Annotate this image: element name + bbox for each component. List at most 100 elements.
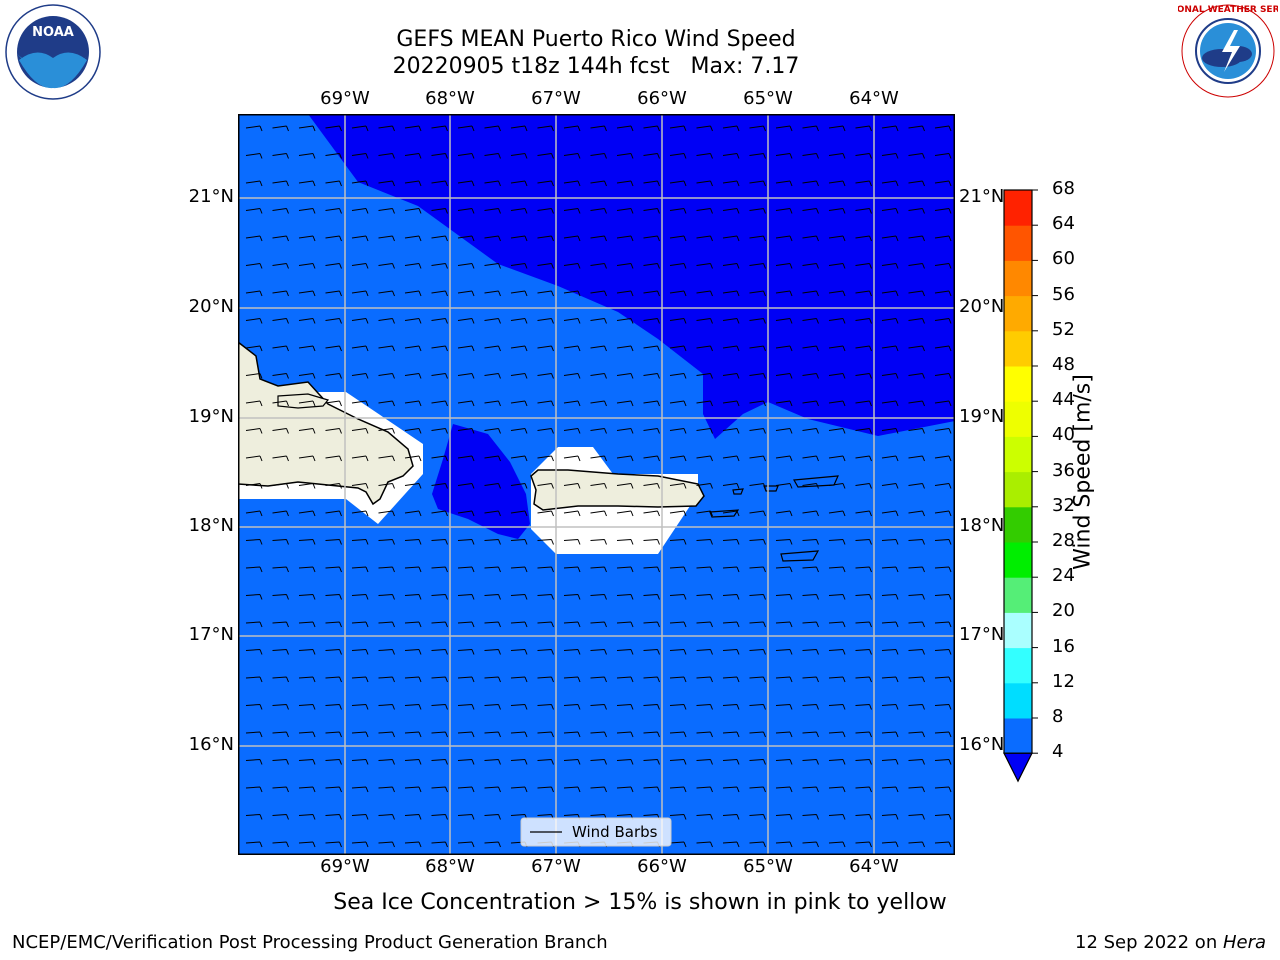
wind-barb [431,345,448,352]
wind-barb [537,235,554,242]
colorbar [1003,189,1038,783]
wind-barb [775,649,793,655]
wind-barb [563,704,581,710]
wind-barb [802,125,819,132]
wind-barb [669,539,687,545]
wind-barb [749,208,766,214]
wind-barb [404,759,422,765]
wind-barb [563,290,581,297]
wind-barb [590,621,607,628]
wind-barb [404,153,422,159]
wind-barb [404,373,422,379]
lat-label-right: 16°N [959,734,1005,755]
wind-barb [722,373,740,379]
wind-barb [643,345,660,352]
wind-barb [934,510,952,517]
wind-barb [298,841,316,848]
wind-barb [802,180,819,187]
wind-barb [908,180,925,187]
wind-barb [908,428,925,434]
wind-barb [696,566,713,573]
wind-barb [431,455,448,462]
wind-barb [934,428,952,434]
wind-barb [908,841,925,848]
wind-barb [351,704,369,710]
st-croix-outline [780,550,820,562]
wind-barb [908,594,925,600]
wind-barb [669,649,687,655]
lat-label-right: 19°N [959,406,1005,427]
wind-barb [378,510,395,517]
gridlines [238,114,955,855]
wind-barb [272,731,289,738]
wind-barb [245,318,263,324]
wind-barb [908,455,925,462]
wind-barb [908,676,925,683]
wind-barb [669,235,687,242]
wind-barb [563,345,581,352]
wind-barb [590,510,607,517]
wind-barb [775,318,793,324]
wind-barb [457,649,475,655]
wind-barb [934,704,952,710]
wind-barb [669,786,687,793]
wind-barb [351,125,369,132]
wind-barb [643,180,660,187]
nws-logo-text: NATIONAL WEATHER SERVICE [1178,5,1278,15]
wind-barb [325,676,342,683]
footer-branch: NCEP/EMC/Verification Post Processing Pr… [12,932,608,953]
wind-barb [537,731,554,738]
wind-barb [669,345,687,352]
wind-barb [325,731,342,738]
puerto-rico-land [530,469,705,511]
wind-barb [722,731,740,738]
wind-barb [775,400,793,407]
wind-barb [881,208,899,214]
wind-barb [802,373,819,379]
wind-barb [563,759,581,765]
wind-barb [431,153,448,159]
wind-barb [722,704,740,710]
wind-barb [457,235,475,242]
lat-label-left: 17°N [188,624,234,645]
colorbar-tick-label: 60 [1052,248,1075,270]
wind-barb [881,731,899,738]
wind-barb [881,841,899,848]
wind-barb [378,373,395,379]
wind-barb [537,373,554,379]
wind-barb [696,704,713,710]
map-legend: Wind Barbs [520,817,672,847]
wind-barb [643,676,660,683]
lon-label-top: 64°W [849,88,899,109]
colorbar-label: Wind Speed [m/s] [1070,374,1096,570]
colorbar-segment [1004,366,1032,402]
wind-barb [245,208,263,214]
wind-barb [351,841,369,848]
wind-barb [298,676,316,683]
wind-barb [298,759,316,765]
wind-barb [298,208,316,214]
wind-barb [272,318,289,324]
wind-barb [696,731,713,738]
wind-barb [325,594,342,600]
wind-barb [510,318,528,324]
wind-barb [616,428,634,434]
wind-barb [272,704,289,710]
wind-barb [457,510,475,517]
wind-barb [802,510,819,517]
wind-barb [298,483,316,489]
wind-barb [510,455,528,462]
wind-barb [431,621,448,628]
wind-barb [881,235,899,242]
wind-barb [908,208,925,214]
wind-barb [590,676,607,683]
wind-barb [775,676,793,683]
wind-barb [325,704,342,710]
wind-barb [722,510,740,517]
wind-barb [616,345,634,352]
wind-barb [775,455,793,462]
wind-barb [298,428,316,434]
wind-barb [325,649,342,655]
wind-barb [881,290,899,297]
wind-barb [537,786,554,793]
